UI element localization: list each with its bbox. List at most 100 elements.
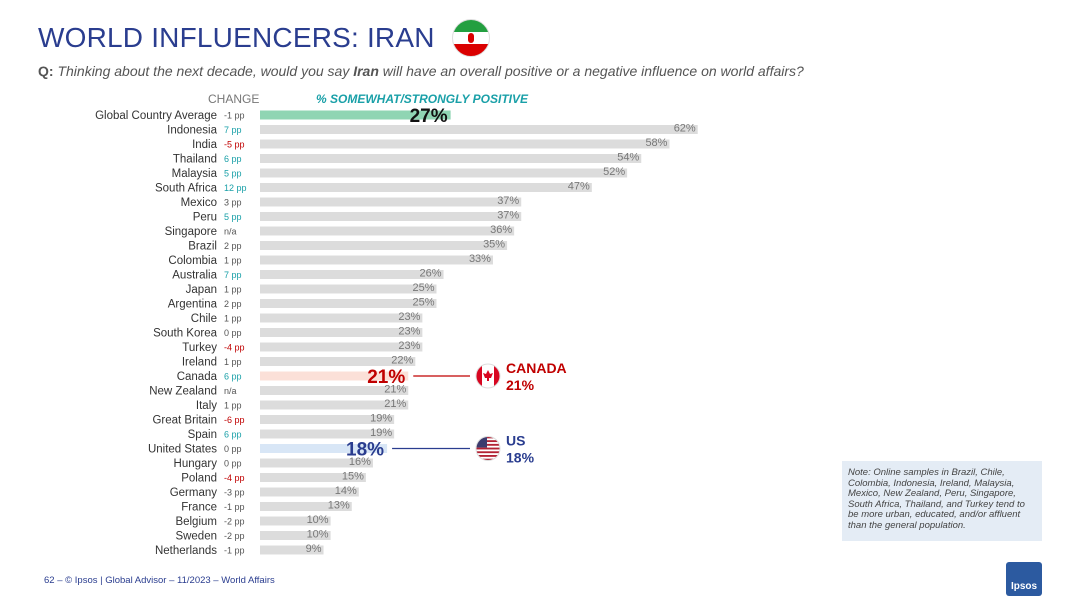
bar <box>260 270 444 279</box>
change-label: 1 pp <box>224 401 242 411</box>
category-label: Italy <box>196 400 217 412</box>
bar <box>260 371 409 381</box>
change-label: 0 pp <box>224 444 242 454</box>
change-label: 6 pp <box>224 430 242 440</box>
value-label: 19% <box>370 427 392 439</box>
change-label: -6 pp <box>224 415 245 425</box>
category-label: Ireland <box>182 357 217 369</box>
value-label: 21% <box>384 384 406 396</box>
value-label: 26% <box>420 268 442 280</box>
bar <box>260 429 395 439</box>
value-label: 15% <box>342 471 364 483</box>
value-label: 21% <box>367 367 405 388</box>
bar <box>260 299 437 308</box>
change-label: 5 pp <box>224 169 242 179</box>
value-label: 33% <box>469 253 491 265</box>
change-label: -1 pp <box>224 546 245 556</box>
category-label: France <box>181 502 217 514</box>
change-column-header: CHANGE <box>208 92 260 106</box>
value-label: 36% <box>490 224 512 236</box>
change-label: -2 pp <box>224 531 245 541</box>
value-label: 23% <box>398 340 420 352</box>
value-label: 10% <box>307 529 329 541</box>
iran-flag-icon <box>452 19 490 57</box>
category-label: Poland <box>181 473 217 485</box>
value-label: 9% <box>306 543 322 555</box>
bar <box>260 241 508 250</box>
bar <box>260 516 331 526</box>
value-label: 21% <box>384 398 406 410</box>
bar <box>260 255 493 265</box>
bar <box>260 328 423 337</box>
bar <box>260 197 522 207</box>
us-callout-value: 18% <box>506 450 535 466</box>
category-label: Global Country Average <box>95 110 217 122</box>
category-label: Hungary <box>174 458 218 470</box>
canada-callout-name: CANADA <box>506 360 567 376</box>
category-label: Brazil <box>188 241 217 253</box>
bar <box>260 125 698 134</box>
bar <box>260 212 522 221</box>
bar <box>260 313 423 323</box>
bar <box>260 168 628 178</box>
change-label: -5 pp <box>224 140 245 150</box>
value-label: 19% <box>370 413 392 425</box>
change-label: n/a <box>224 227 237 237</box>
bar <box>260 444 388 453</box>
category-label: Argentina <box>168 299 218 311</box>
positive-column-header: % SOMEWHAT/STRONGLY POSITIVE <box>316 92 529 106</box>
value-label: 25% <box>412 297 434 309</box>
change-label: n/a <box>224 386 237 396</box>
value-label: 23% <box>398 311 420 323</box>
value-label: 22% <box>391 355 413 367</box>
bar <box>260 357 416 366</box>
change-label: 1 pp <box>224 285 242 295</box>
category-label: Peru <box>193 212 217 224</box>
value-label: 62% <box>674 123 696 135</box>
category-label: Chile <box>191 313 217 325</box>
value-label: 18% <box>346 440 384 461</box>
category-label: New Zealand <box>149 386 217 398</box>
category-label: Japan <box>186 284 217 296</box>
bar <box>260 531 331 540</box>
canada-callout-value: 21% <box>506 377 535 393</box>
change-label: 1 pp <box>224 256 242 266</box>
category-label: Netherlands <box>155 545 217 557</box>
change-label: 2 pp <box>224 299 242 309</box>
category-label: Belgium <box>175 516 217 528</box>
value-label: 37% <box>497 210 519 222</box>
category-label: India <box>192 139 218 151</box>
category-label: South Africa <box>155 183 218 195</box>
bar <box>260 139 670 149</box>
us-callout-name: US <box>506 433 525 449</box>
category-label: United States <box>148 444 217 456</box>
bar <box>260 386 409 395</box>
category-label: Mexico <box>181 197 217 209</box>
change-label: 0 pp <box>224 328 242 338</box>
survey-question: Q: Thinking about the next decade, would… <box>38 63 804 79</box>
change-label: -2 pp <box>224 517 245 527</box>
us-flag-icon <box>475 436 501 461</box>
bar <box>260 400 409 410</box>
change-label: -3 pp <box>224 488 245 498</box>
change-label: 0 pp <box>224 459 242 469</box>
bar <box>260 545 324 555</box>
footer-text: 62 – © Ipsos | Global Advisor – 11/2023 … <box>44 575 275 586</box>
value-label: 52% <box>603 166 625 178</box>
value-label: 37% <box>497 195 519 207</box>
value-label: 14% <box>335 485 357 497</box>
value-label: 27% <box>410 106 448 127</box>
category-label: Canada <box>177 371 218 383</box>
category-label: Singapore <box>165 226 217 238</box>
value-label: 23% <box>398 326 420 338</box>
bar <box>260 183 592 192</box>
category-label: Spain <box>188 429 217 441</box>
bar <box>260 284 437 294</box>
bar <box>260 473 366 482</box>
page-title: WORLD INFLUENCERS: IRAN <box>38 22 435 53</box>
value-label: 25% <box>412 282 434 294</box>
category-label: Turkey <box>182 342 217 354</box>
category-label: Great Britain <box>152 415 217 427</box>
change-label: 1 pp <box>224 357 242 367</box>
